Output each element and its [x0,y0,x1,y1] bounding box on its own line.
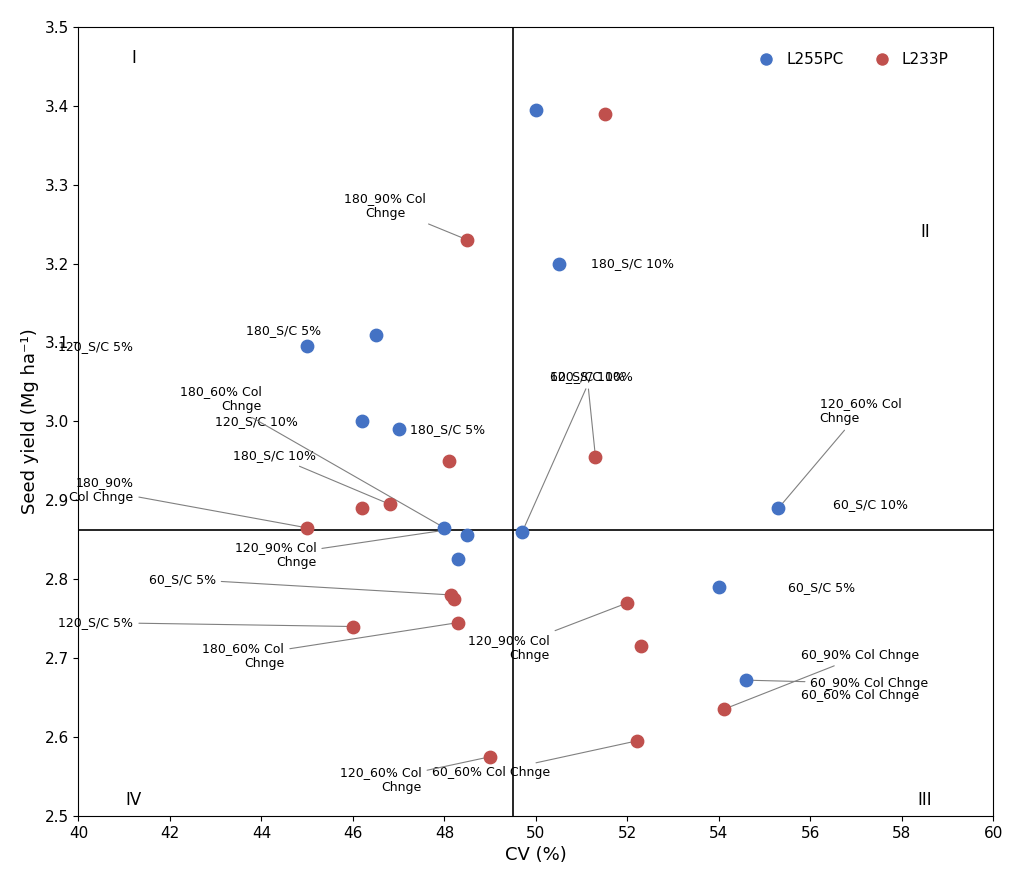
Point [738,673,755,688]
Legend: L255PC, L233P: L255PC, L233P [744,46,954,73]
Text: 60_90% Col Chnge: 60_90% Col Chnge [726,649,920,708]
Text: 120_S/C 10%: 120_S/C 10% [215,415,298,427]
Text: 60_60% Col Chnge: 60_60% Col Chnge [802,689,920,703]
Point [381,497,397,512]
Point [620,596,636,610]
Point [450,615,466,629]
Point [596,106,612,120]
Y-axis label: Seed yield (Mg ha⁻¹): Seed yield (Mg ha⁻¹) [20,328,39,514]
Point [770,501,786,515]
Text: 120_60% Col
Chnge: 120_60% Col Chnge [340,758,487,794]
Text: 120_S/C 10%: 120_S/C 10% [523,371,633,529]
Text: 120_S/C 5%: 120_S/C 5% [58,340,133,353]
Text: IV: IV [125,791,141,809]
Point [629,734,645,748]
Text: 120_S/C 5%: 120_S/C 5% [58,616,350,629]
Text: 60_90% Col Chnge: 60_90% Col Chnge [750,677,929,689]
Point [514,525,530,539]
Text: 120_60% Col
Chnge: 120_60% Col Chnge [780,397,901,506]
Point [459,528,475,543]
Text: 60_60% Col Chnge: 60_60% Col Chnge [431,742,634,779]
Point [633,639,649,653]
Point [450,552,466,566]
Point [445,592,462,606]
Point [390,422,407,436]
Point [299,339,315,353]
Point [527,103,544,117]
Point [354,414,371,428]
Text: 120_90% Col
Chnge: 120_90% Col Chnge [468,604,625,662]
Text: 60_S/C 5%: 60_S/C 5% [787,581,855,594]
Text: 180_S/C 10%: 180_S/C 10% [233,450,387,504]
Point [443,588,460,602]
Point [436,520,453,535]
Point [459,233,475,247]
Point [711,580,727,594]
X-axis label: CV (%): CV (%) [505,846,567,864]
Text: 120_90% Col
Chnge: 120_90% Col Chnge [234,531,441,569]
Text: 180_90% Col
Chnge: 180_90% Col Chnge [344,192,465,239]
Point [345,620,361,634]
Point [482,750,499,764]
Text: 180_S/C 10%: 180_S/C 10% [591,257,674,270]
Point [588,450,604,464]
Point [716,703,732,717]
Text: 180_90%
Col Chnge: 180_90% Col Chnge [70,476,304,527]
Text: 60_S/C 10%: 60_S/C 10% [834,497,908,511]
Point [299,520,315,535]
Text: I: I [131,50,136,67]
Point [441,454,458,468]
Text: 180_60% Col
Chnge: 180_60% Col Chnge [203,623,456,670]
Text: 60_S/C 5%: 60_S/C 5% [148,573,449,595]
Text: 180_60% Col
Chnge: 180_60% Col Chnge [179,386,442,527]
Point [354,501,371,515]
Text: II: II [920,223,930,241]
Text: 180_S/C 5%: 180_S/C 5% [246,324,321,337]
Point [551,257,567,271]
Point [368,327,384,342]
Text: 180_S/C 5%: 180_S/C 5% [411,423,485,435]
Text: 60_S/C 10%: 60_S/C 10% [550,371,625,454]
Text: III: III [918,791,932,809]
